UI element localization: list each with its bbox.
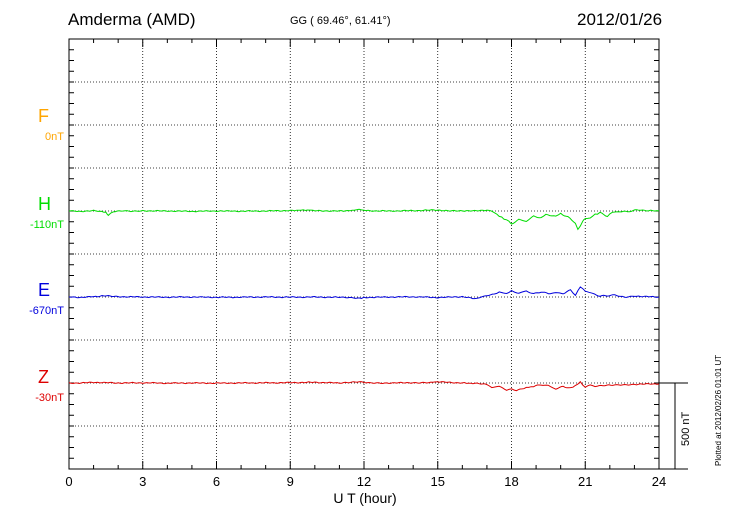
channel-f-label: F: [38, 106, 49, 126]
x-tick-label: 18: [504, 474, 518, 489]
x-tick-label: 21: [578, 474, 592, 489]
channel-z-offset: -30nT: [35, 392, 64, 404]
plotted-timestamp: Plotted at 2012/02/26 01:01 UT: [714, 354, 723, 466]
scale-bar-label: 500 nT: [680, 411, 692, 446]
axis-ticks: 0 3 6 9 12 15 18 21 24: [65, 38, 666, 489]
scale-bar: [659, 382, 688, 470]
x-tick-label: 15: [431, 474, 445, 489]
x-tick-label: 0: [65, 474, 72, 489]
trace-z: [68, 380, 660, 392]
channel-e-label: E: [38, 280, 51, 300]
channel-h-label: H: [38, 194, 51, 214]
x-tick-label: 3: [139, 474, 146, 489]
station-coords: GG ( 69.46°, 61.41°): [290, 15, 391, 27]
x-axis-label: U T (hour): [333, 490, 397, 506]
x-tick-label: 24: [652, 474, 666, 489]
channel-z-label: Z: [38, 367, 49, 387]
trace-h: [68, 208, 660, 231]
trace-e: [68, 286, 660, 300]
channel-h-offset: -110nT: [29, 219, 64, 231]
traces: [68, 208, 660, 392]
x-tick-label: 6: [213, 474, 220, 489]
station-name: Amderma (AMD): [68, 10, 196, 29]
x-tick-label: 12: [357, 474, 371, 489]
channel-f-offset: 0nT: [45, 131, 64, 143]
plot-date: 2012/01/26: [577, 10, 663, 29]
x-tick-label: 9: [287, 474, 294, 489]
channel-e-offset: -670nT: [29, 305, 64, 317]
grid: [69, 39, 659, 469]
